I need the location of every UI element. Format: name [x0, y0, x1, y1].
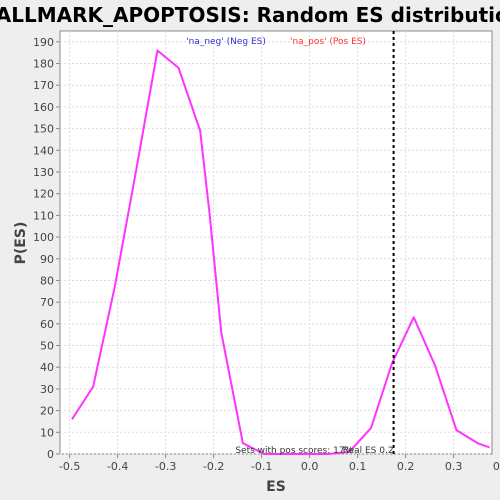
x-tick-label: 0.2 — [397, 460, 415, 473]
y-tick-label: 50 — [40, 340, 54, 353]
y-tick-label: 110 — [33, 209, 54, 222]
plot-area — [59, 30, 493, 455]
x-tick-label: 0.1 — [349, 460, 367, 473]
y-tick-label: 70 — [40, 296, 54, 309]
y-tick-label: 160 — [33, 101, 54, 114]
y-tick-label: 80 — [40, 274, 54, 287]
y-tick-label: 60 — [40, 318, 54, 331]
y-tick-label: 150 — [33, 123, 54, 136]
x-tick-label: -0.5 — [59, 460, 80, 473]
x-tick-label: -0.3 — [155, 460, 176, 473]
y-tick-label: 180 — [33, 58, 54, 71]
grid — [60, 31, 492, 455]
y-axis-label: P(ES) — [13, 222, 29, 265]
annotation-text: Real ES 0.2 — [343, 446, 394, 456]
y-tick-label: 10 — [40, 426, 54, 439]
y-tick-label: 20 — [40, 405, 54, 418]
x-tick-label: 0.3 — [445, 460, 463, 473]
x-axis-label: ES — [266, 479, 286, 495]
y-tick-label: 100 — [33, 231, 54, 244]
y-tick-label: 0 — [47, 448, 54, 461]
y-tick-label: 120 — [33, 188, 54, 201]
y-tick-label: 140 — [33, 144, 54, 157]
y-tick-label: 130 — [33, 166, 54, 179]
legend-entry: 'na_pos' (Pos ES) — [290, 37, 366, 47]
y-tick-label: 90 — [40, 253, 54, 266]
x-tick-label: -0.2 — [203, 460, 224, 473]
y-tick-label: 170 — [33, 79, 54, 92]
x-tick-label: -0.4 — [107, 460, 128, 473]
x-axis: -0.5 -0.4 -0.3 -0.2 -0.1 0.0 0.1 0.2 0.3 0.4 — [59, 454, 500, 473]
y-tick-label: 30 — [40, 383, 54, 396]
y-tick-label: 40 — [40, 361, 54, 374]
annotation-text: Sets with pos scores: 17% — [235, 446, 353, 456]
series-layer — [71, 49, 490, 455]
y-axis: 0 10 20 30 40 50 60 70 80 90 100 110 120 130 140 150 160… — [33, 36, 60, 461]
y-tick-label: 190 — [33, 36, 54, 49]
legend: 'na_neg' (Neg ES) 'na_pos' (Pos ES) — [186, 37, 366, 47]
chart-title: HALLMARK_APOPTOSIS: Random ES distributi… — [0, 3, 500, 27]
x-tick-label: -0.1 — [251, 460, 272, 473]
annotations: Sets with pos scores: 17%Real ES 0.2 — [235, 446, 393, 456]
x-tick-label: 0.4 — [493, 460, 500, 473]
legend-entry: 'na_neg' (Neg ES) — [186, 37, 266, 47]
series-line — [71, 49, 490, 455]
x-tick-label: 0.0 — [301, 460, 319, 473]
